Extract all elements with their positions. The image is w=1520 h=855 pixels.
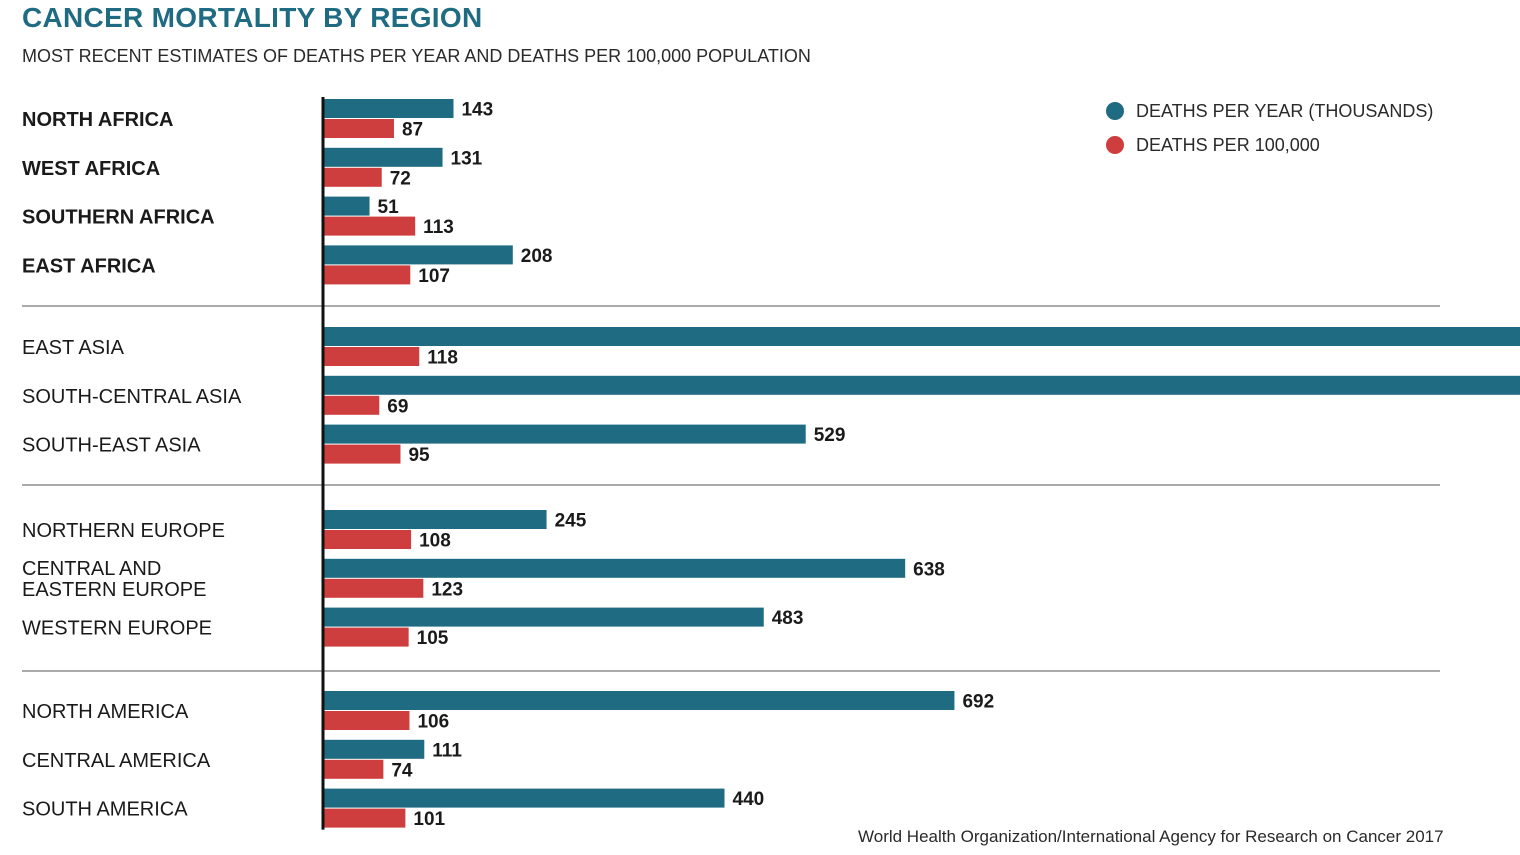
bar-deaths (323, 375, 1520, 395)
category-label: EAST AFRICA (22, 255, 156, 277)
value-label-deaths: 143 (461, 100, 493, 121)
legend-item-rate: DEATHS PER 100,000 (1106, 128, 1433, 162)
category-label: CENTRAL AND (22, 558, 161, 580)
value-label-deaths: 483 (772, 608, 804, 629)
bar-deaths (323, 147, 443, 167)
value-label-deaths: 638 (913, 559, 945, 580)
value-label-deaths: 692 (962, 692, 994, 713)
category-label: CENTRAL AMERICA (22, 750, 211, 772)
bar-deaths (323, 424, 806, 444)
category-label: EAST ASIA (22, 337, 125, 359)
legend-dot-deaths (1106, 102, 1124, 120)
value-label-rate: 106 (417, 712, 449, 733)
bar-rate (323, 530, 412, 549)
bar-rate (323, 119, 394, 138)
category-label: WEST AFRICA (22, 158, 160, 180)
category-label: SOUTHERN AFRICA (22, 207, 215, 229)
category-label: NORTH AFRICA (22, 109, 173, 131)
category-label: WESTERN EUROPE (22, 618, 212, 640)
value-label-deaths: 111 (432, 740, 462, 761)
category-label: SOUTH AMERICA (22, 799, 188, 821)
bar-deaths (323, 558, 906, 578)
category-label: EASTERN EUROPE (22, 579, 206, 601)
bar-deaths (323, 196, 370, 216)
bar-deaths (323, 327, 1520, 346)
value-label-rate: 72 (390, 168, 411, 189)
bar-rate (323, 578, 424, 598)
bar-deaths (323, 739, 425, 759)
value-label-deaths: 51 (378, 197, 400, 218)
bar-deaths (323, 607, 764, 627)
bar-rate (323, 759, 384, 779)
bar-rate (323, 444, 401, 464)
chart-subtitle: MOST RECENT ESTIMATES OF DEATHS PER YEAR… (22, 46, 811, 66)
bar-deaths (323, 99, 454, 118)
bar-rate (323, 265, 411, 285)
value-label-rate: 101 (413, 809, 445, 830)
bar-rate (323, 808, 406, 828)
value-label-rate: 107 (418, 266, 450, 287)
category-label: NORTH AMERICA (22, 701, 189, 723)
category-label: SOUTH-EAST ASIA (22, 435, 201, 457)
legend-dot-rate (1106, 136, 1124, 154)
value-label-rate: 108 (419, 531, 451, 552)
source-note: World Health Organization/International … (858, 827, 1444, 846)
bar-deaths (323, 691, 955, 710)
value-label-deaths: 529 (814, 425, 846, 446)
bar-rate (323, 711, 410, 730)
bar-rate (323, 347, 420, 366)
value-label-deaths: 245 (555, 511, 587, 532)
legend-item-deaths: DEATHS PER YEAR (THOUSANDS) (1106, 94, 1433, 128)
value-label-rate: 95 (408, 445, 430, 466)
bar-rate (323, 627, 409, 647)
bar-deaths (323, 510, 547, 529)
legend: DEATHS PER YEAR (THOUSANDS) DEATHS PER 1… (1106, 94, 1433, 162)
bar-deaths (323, 788, 725, 808)
category-label: SOUTH-CENTRAL ASIA (22, 386, 242, 408)
bar-deaths (323, 245, 513, 265)
value-label-deaths: 131 (451, 148, 483, 169)
value-label-deaths: 208 (521, 246, 553, 267)
value-label-rate: 74 (391, 760, 413, 781)
category-label: NORTHERN EUROPE (22, 520, 225, 542)
bar-rate (323, 395, 380, 415)
value-label-rate: 118 (427, 348, 458, 369)
value-label-rate: 123 (431, 579, 463, 600)
bar-rate (323, 216, 416, 236)
chart-title: CANCER MORTALITY BY REGION (22, 2, 483, 33)
bar-rate (323, 167, 382, 187)
value-label-rate: 113 (423, 217, 454, 238)
value-label-rate: 69 (387, 396, 408, 417)
value-label-rate: 105 (417, 628, 449, 649)
value-label-deaths: 440 (733, 789, 765, 810)
legend-label-deaths: DEATHS PER YEAR (THOUSANDS) (1136, 100, 1434, 121)
value-label-rate: 87 (402, 120, 423, 141)
legend-label-rate: DEATHS PER 100,000 (1136, 134, 1320, 155)
